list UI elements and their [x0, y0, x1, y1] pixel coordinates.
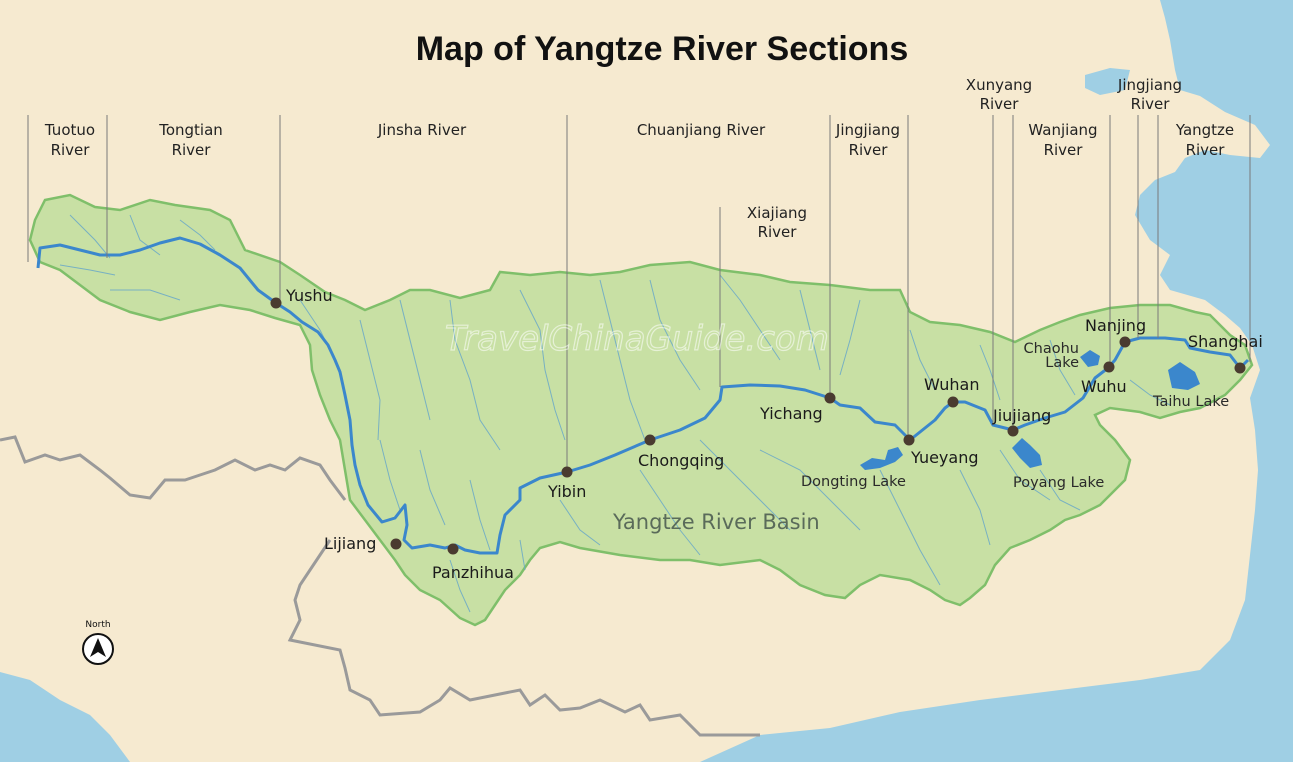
- city-dot-shanghai: [1234, 362, 1246, 374]
- lake-labels: Dongting Lake Poyang Lake Chaohu Lake Ta…: [801, 341, 1229, 491]
- dongting-lake-shape: [860, 447, 903, 470]
- north-label: North: [85, 620, 110, 630]
- city-label-yibin: Yibin: [547, 482, 586, 501]
- east-china-sea: [700, 0, 1293, 762]
- section-labels: Tuotuo River Tongtian River Jinsha River…: [44, 76, 1234, 241]
- section-label-jingjiang: Jingjiang: [835, 121, 900, 139]
- city-labels: Yushu Lijiang Panzhihua Yibin Chongqing …: [285, 286, 1263, 582]
- city-label-wuhan: Wuhan: [924, 375, 979, 394]
- section-label-tuotuo-2: River: [51, 141, 91, 159]
- city-dot-chongqing: [644, 434, 656, 446]
- chaohu-lake-shape: [1080, 350, 1100, 367]
- city-label-lijiang: Lijiang: [324, 534, 376, 553]
- lake-label-poyang: Poyang Lake: [1013, 475, 1104, 491]
- section-label-wanjiang: Wanjiang: [1028, 121, 1097, 139]
- city-dot-panzhihua: [447, 543, 459, 555]
- city-dot-yueyang: [903, 434, 915, 446]
- section-label-xunyang-2: River: [980, 95, 1020, 113]
- section-label-wanjiang-2: River: [1044, 141, 1084, 159]
- section-label-chuanjiang: Chuanjiang River: [637, 121, 766, 139]
- city-markers: [270, 297, 1246, 555]
- section-label-yangtze-2: River: [1186, 141, 1226, 159]
- yangtze-main-river: [36, 236, 1250, 555]
- lake-label-dongting: Dongting Lake: [801, 474, 906, 490]
- north-compass: North: [82, 620, 114, 665]
- southwest-sea: [0, 672, 130, 762]
- section-label-jingjiang-2: River: [849, 141, 889, 159]
- yangtze-basin: [28, 193, 1254, 627]
- section-label-xiajiang: Xiajiang: [747, 204, 807, 222]
- bohai-island: [1085, 68, 1130, 95]
- map-title: Map of Yangtze River Sections: [416, 30, 909, 68]
- section-label-yangtze: Yangtze: [1175, 121, 1234, 139]
- city-label-yushu: Yushu: [285, 286, 333, 305]
- section-label-tongtian: Tongtian: [158, 121, 223, 139]
- city-dot-jiujiang: [1007, 425, 1019, 437]
- section-label-jinsha: Jinsha River: [377, 121, 467, 139]
- city-dot-lijiang: [390, 538, 402, 550]
- city-label-wuhu: Wuhu: [1081, 377, 1127, 396]
- lake-label-chaohu-2: Lake: [1045, 355, 1079, 371]
- section-label-xiajiang-2: River: [758, 223, 798, 241]
- section-label-jingjiang-lower: Jingjiang: [1117, 76, 1182, 94]
- city-label-nanjing: Nanjing: [1085, 316, 1146, 335]
- section-label-tongtian-2: River: [172, 141, 212, 159]
- section-label-tuotuo: Tuotuo: [44, 121, 95, 139]
- coastal-land: [1175, 120, 1258, 152]
- city-label-jiujiang: Jiujiang: [992, 406, 1051, 425]
- city-dot-wuhu: [1103, 361, 1115, 373]
- city-dot-yichang: [824, 392, 836, 404]
- city-dot-yushu: [270, 297, 282, 309]
- section-label-jingjiang-lower-2: River: [1131, 95, 1171, 113]
- city-dot-wuhan: [947, 396, 959, 408]
- country-borders: [0, 435, 760, 737]
- city-label-yueyang: Yueyang: [910, 448, 979, 467]
- city-label-shanghai: Shanghai: [1188, 332, 1263, 351]
- section-dividers: [27, 115, 1251, 470]
- taihu-lake-shape: [1168, 362, 1200, 390]
- lakes-shapes: [860, 350, 1200, 470]
- tributaries: [59, 214, 1171, 613]
- poyang-lake-shape: [1012, 438, 1042, 468]
- city-label-yichang: Yichang: [759, 404, 823, 423]
- north-arrow-icon: [90, 638, 106, 657]
- city-dot-yibin: [561, 466, 573, 478]
- city-label-chongqing: Chongqing: [638, 451, 724, 470]
- lake-label-taihu: Taihu Lake: [1152, 394, 1229, 410]
- section-label-xunyang: Xunyang: [966, 76, 1032, 94]
- basin-label: Yangtze River Basin: [612, 510, 820, 534]
- city-label-panzhihua: Panzhihua: [432, 563, 514, 582]
- city-dot-nanjing: [1119, 336, 1131, 348]
- watermark: TravelChinaGuide.com: [445, 319, 829, 359]
- lake-label-chaohu: Chaohu: [1024, 341, 1079, 357]
